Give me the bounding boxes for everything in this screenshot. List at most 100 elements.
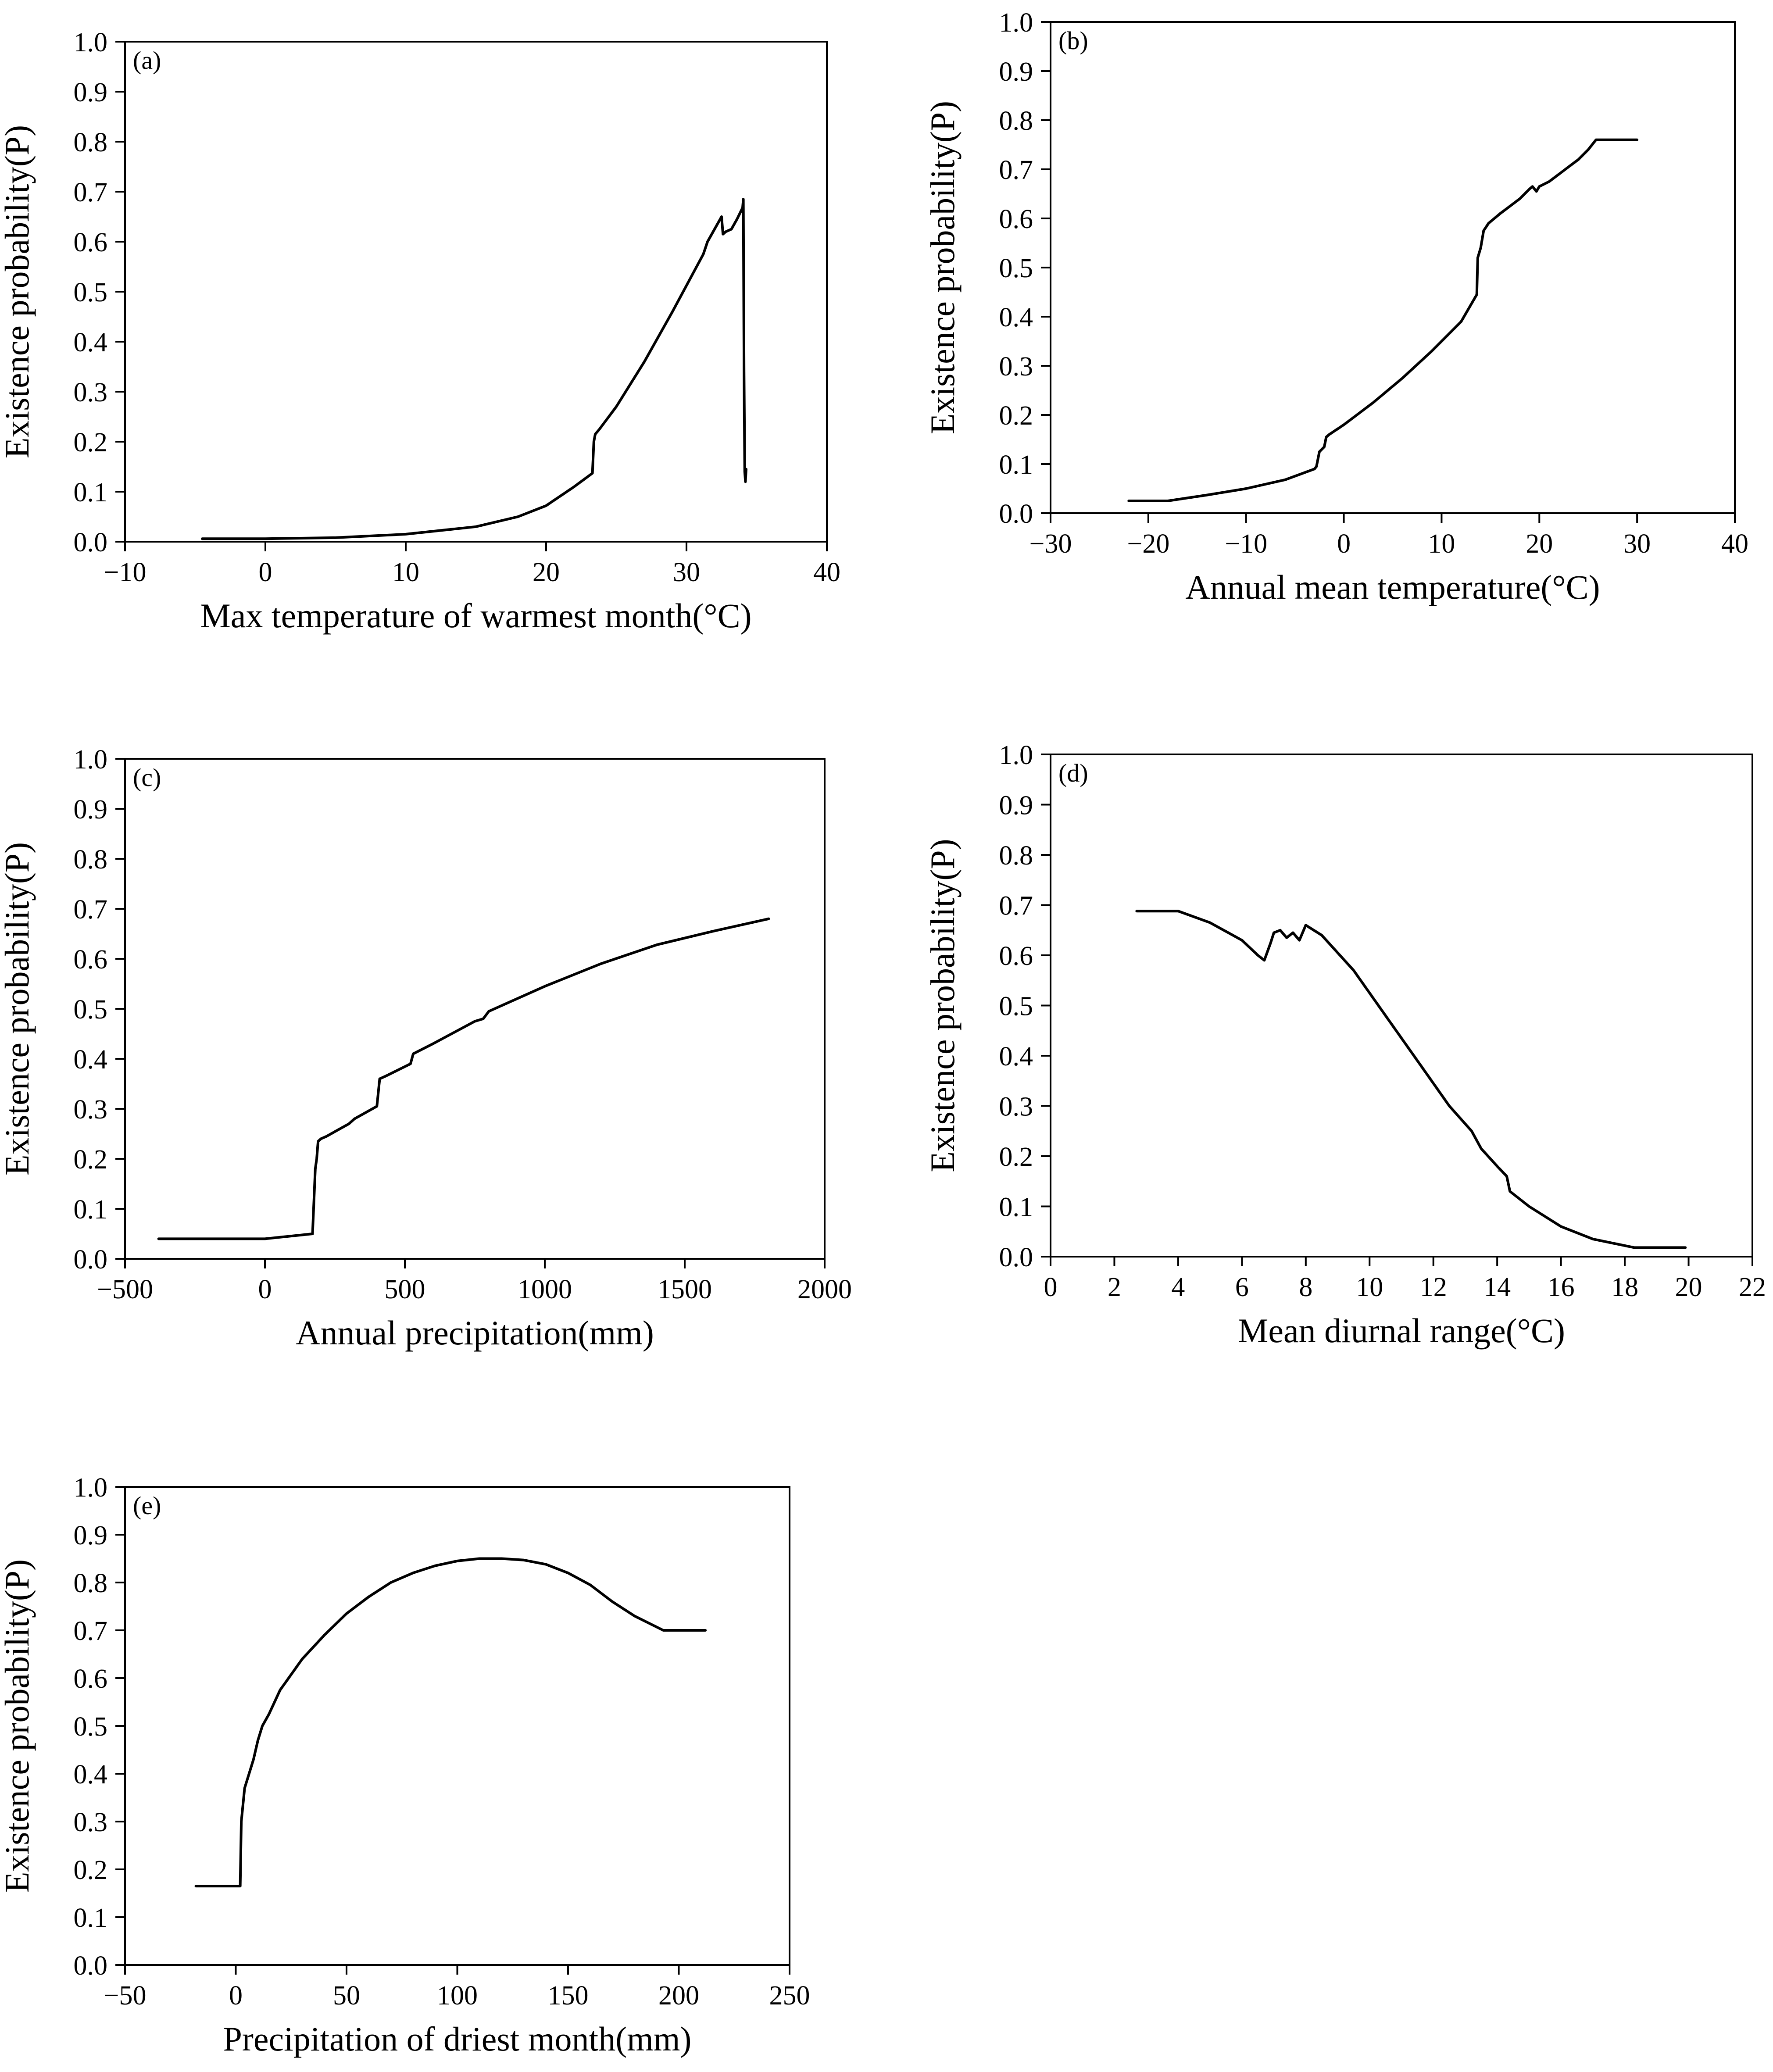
series-line [1135,910,1687,1249]
y-tick-label: 0.3 [74,1095,108,1125]
x-tick-label: 20 [1526,529,1553,559]
plot-frame [124,1486,790,1966]
y-tick-label: 0.2 [999,1142,1033,1172]
x-tick-label: 0 [1337,529,1351,559]
y-tick-label: 0.3 [999,352,1033,382]
y-tick-label: 0.9 [999,791,1033,821]
plot-frame [124,758,826,1260]
y-tick-label: 0.8 [74,128,108,157]
y-tick-label: 0.2 [74,1855,108,1885]
x-tick-label: 0 [1044,1272,1058,1302]
y-tick-label: 1.0 [74,28,108,57]
y-tick-label: 0.2 [999,401,1033,431]
y-tick-label: 0.8 [999,106,1033,136]
y-tick-label: 0.8 [999,841,1033,871]
y-tick-label: 0.6 [74,228,108,257]
x-axis-title: Annual precipitation(mm) [296,1314,654,1352]
y-tick-label: 0.0 [999,499,1033,529]
y-tick-label: 0.5 [999,992,1033,1022]
x-tick-label: 18 [1611,1272,1638,1302]
x-tick-label: 30 [673,557,700,587]
y-tick-label: 1.0 [999,740,1033,770]
y-tick-label: 0.5 [999,254,1033,283]
series-line [1127,138,1639,502]
y-tick-label: 0.4 [74,1760,108,1790]
x-tick-label: −10 [1225,529,1267,559]
x-tick-label: 250 [769,1981,810,2011]
x-tick-label: 20 [1675,1272,1702,1302]
plot-frame [1050,754,1753,1257]
y-tick-label: 0.0 [74,1245,108,1275]
y-tick-label: 0.9 [74,1521,108,1550]
y-tick-label: 0.1 [74,1195,108,1225]
x-tick-label: 30 [1623,529,1651,559]
plot-frame [124,41,828,543]
chart-panel-e: −50 0 50 100 150 200 250 0.0 0.1 0.2 0.3 0.4 0.5 0.6 0… [0,1473,810,2058]
x-axis-title: Max temperature of warmest month(°C) [200,597,751,635]
x-tick-label: 14 [1483,1272,1511,1302]
x-axis-title: Annual mean temperature(°C) [1185,568,1600,606]
y-tick-label: 0.7 [74,895,108,925]
x-tick-label: 16 [1548,1272,1575,1302]
x-tick-label: −500 [97,1275,153,1304]
y-tick-label: 0.4 [74,1045,108,1075]
y-tick-label: 1.0 [999,8,1033,38]
y-tick-label: 0.7 [74,178,108,207]
panel-tag: (d) [1058,759,1088,787]
y-tick-label: 0.6 [999,941,1033,971]
chart-panel-a: −10 0 10 20 30 40 0.0 0.1 0.2 0.3 0.4 0.5 0.6 0.7 0.8 0… [0,28,840,635]
x-tick-label: 40 [1721,529,1748,559]
series-line [157,917,770,1240]
y-tick-label: 1.0 [74,745,108,775]
x-tick-label: 10 [1356,1272,1383,1302]
x-tick-label: 20 [533,557,560,587]
panel-tag: (e) [133,1491,161,1520]
y-tick-label: 0.4 [999,1042,1033,1072]
y-tick-label: 0.2 [74,428,108,457]
y-tick-label: 0.8 [74,1568,108,1598]
x-tick-label: 100 [437,1981,478,2011]
y-tick-label: 0.5 [74,1712,108,1742]
y-axis-title: Existence probability(P) [0,842,36,1175]
y-tick-label: 0.6 [999,204,1033,234]
series-line [194,1557,707,1888]
y-tick-label: 0.1 [999,1193,1033,1222]
x-tick-label: 0 [259,557,272,587]
y-axis-title: Existence probability(P) [0,1559,36,1893]
x-tick-label: 2000 [797,1275,852,1304]
y-tick-label: 0.7 [74,1616,108,1646]
y-tick-label: 0.1 [999,450,1033,480]
chart-panel-c: −500 0 500 1000 1500 2000 0.0 0.1 0.2 0.3 0.4 0.5 0.… [0,745,852,1352]
y-tick-label: 0.9 [74,78,108,107]
plot-frame [1050,21,1736,514]
y-tick-label: 0.0 [74,528,108,557]
x-axis-title: Mean diurnal range(°C) [1238,1311,1565,1350]
panel-tag: (b) [1058,26,1088,55]
x-tick-label: 6 [1235,1272,1249,1302]
x-tick-label: −20 [1127,529,1169,559]
y-tick-label: 0.0 [999,1243,1033,1272]
y-tick-label: 0.5 [74,278,108,307]
x-tick-label: 500 [385,1275,425,1304]
chart-panel-b: −30 −20 −10 0 10 20 30 40 0.0 0.1 0.2 0.3 0.4 0.5 0.6 0… [923,8,1748,606]
y-axis-title: Existence probability(P) [0,125,36,458]
y-tick-label: 0.2 [74,1145,108,1175]
y-tick-label: 0.8 [74,845,108,875]
y-tick-label: 0.1 [74,478,108,507]
y-tick-label: 0.4 [74,328,108,357]
x-tick-label: 2 [1108,1272,1121,1302]
x-tick-label: 4 [1171,1272,1185,1302]
y-tick-label: 0.9 [999,57,1033,87]
x-tick-label: 150 [548,1981,589,2011]
x-tick-label: 10 [1428,529,1455,559]
y-tick-label: 1.0 [74,1473,108,1503]
y-tick-label: 0.3 [999,1092,1033,1122]
x-tick-label: −30 [1029,529,1072,559]
y-tick-label: 0.6 [74,945,108,975]
x-tick-label: 22 [1739,1272,1766,1302]
x-tick-label: 8 [1299,1272,1312,1302]
y-axis-title: Existence probability(P) [923,101,962,434]
panel-tag: (a) [133,46,161,75]
x-tick-label: 1500 [658,1275,712,1304]
x-tick-label: −10 [104,557,147,587]
